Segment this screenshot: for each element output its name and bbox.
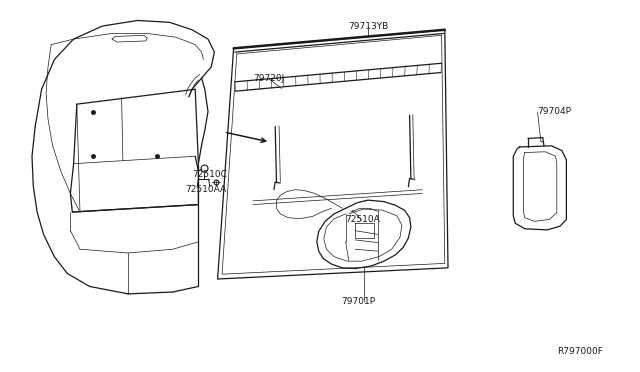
Text: 79720J: 79720J (253, 74, 284, 83)
Text: R797000F: R797000F (557, 347, 603, 356)
Text: 72510A: 72510A (346, 215, 380, 224)
Text: 79713YB: 79713YB (348, 22, 388, 31)
Text: 79701P: 79701P (341, 297, 376, 306)
Text: 79704P: 79704P (538, 107, 572, 116)
Text: 72510AA: 72510AA (186, 185, 227, 194)
Text: 72510C: 72510C (192, 170, 227, 179)
